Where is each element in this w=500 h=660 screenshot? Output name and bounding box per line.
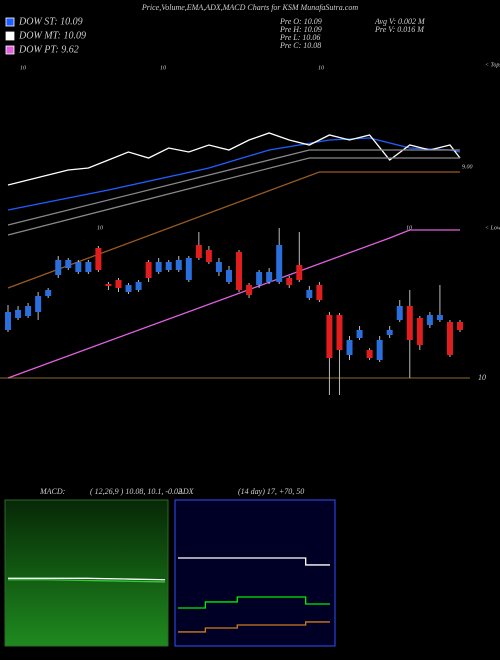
candle-body [316, 285, 323, 300]
candle-body [135, 282, 142, 290]
adx-panel [174, 499, 336, 647]
line [8, 579, 166, 583]
candle-body [457, 322, 463, 330]
candle-body [386, 330, 393, 335]
candle-body [155, 262, 162, 272]
page-title: Price,Volume,EMA,ADX,MACD Charts for KSM… [141, 3, 358, 12]
info-text: Pre O: 10.09 [279, 17, 322, 26]
line [178, 557, 330, 566]
candle-body [5, 312, 11, 330]
info-text: Pre V: 0.016 M [374, 25, 425, 34]
info-text: Avg V: 0.002 M [374, 17, 426, 26]
candle-body [356, 330, 363, 338]
macd-subtitle: ( 12,26,9 ) 10.08, 10.1, -0.02 [90, 487, 182, 496]
legend-label: DOW MT: 10.09 [18, 30, 86, 41]
candle-body [175, 260, 182, 270]
candle-body [85, 262, 92, 272]
candle-body [396, 306, 403, 320]
candle-body [45, 290, 52, 296]
level-label: 10 [478, 373, 486, 382]
candle-body [346, 340, 353, 355]
annotation: < Tops [485, 62, 500, 68]
candle-body [95, 248, 102, 270]
candle-body [25, 306, 32, 316]
candle-body [15, 310, 22, 318]
annotation: 10 [97, 225, 103, 231]
candle-body [406, 306, 413, 340]
candle-body [236, 252, 243, 290]
candle-body [195, 245, 202, 258]
candle-body [326, 315, 333, 358]
line [7, 171, 460, 289]
candle-body [105, 284, 112, 286]
candle-body [65, 260, 72, 268]
annotation: 10 [20, 65, 26, 71]
candle-body [225, 270, 232, 282]
candle-body [336, 315, 343, 350]
line [178, 621, 330, 633]
candle-body [145, 262, 152, 278]
legend-swatch [5, 17, 15, 27]
candle-body [75, 262, 82, 272]
candle-body [185, 258, 192, 280]
line [7, 157, 460, 236]
candle-body [296, 265, 303, 280]
info-text: Pre L: 10.06 [279, 33, 320, 42]
legend-label: DOW PT: 9.62 [18, 44, 79, 55]
info-text: Pre C: 10.08 [279, 41, 321, 50]
candle-body [436, 315, 443, 320]
candle-body [416, 318, 423, 345]
candle-body [215, 262, 222, 272]
annotation: 10 [318, 65, 324, 71]
annotation: 10 [160, 65, 166, 71]
annotation: 10 [406, 225, 412, 231]
candle-body [55, 260, 62, 275]
line [7, 229, 460, 379]
line [7, 149, 460, 226]
candle-body [446, 322, 453, 355]
macd-title: MACD: [39, 487, 66, 496]
candle-body [35, 296, 42, 312]
legend-label: DOW ST: 10.09 [18, 16, 83, 27]
candle-body [165, 262, 172, 270]
legend-swatch [5, 45, 15, 55]
legend-swatch [5, 31, 15, 41]
candle-body [205, 250, 212, 262]
candle-body [286, 278, 293, 285]
candle-body [376, 340, 383, 360]
line [7, 137, 461, 211]
annotation: < Lows [485, 225, 500, 231]
macd-panel [4, 499, 169, 647]
candle-body [115, 280, 122, 288]
info-text: Pre H: 10.09 [279, 25, 322, 34]
candle-body [266, 272, 273, 282]
adx-title: ADX [177, 487, 195, 496]
candle-body [276, 245, 283, 282]
line [178, 596, 330, 609]
candle-body [306, 290, 313, 298]
candle-body [246, 285, 253, 295]
adx-subtitle: (14 day) 17, +70, 50 [238, 487, 304, 496]
line [8, 577, 166, 581]
candle-body [125, 285, 132, 292]
candle-body [426, 315, 433, 325]
annotation: 9.00 [462, 164, 473, 170]
candle-body [366, 350, 373, 358]
candle-body [256, 272, 263, 285]
